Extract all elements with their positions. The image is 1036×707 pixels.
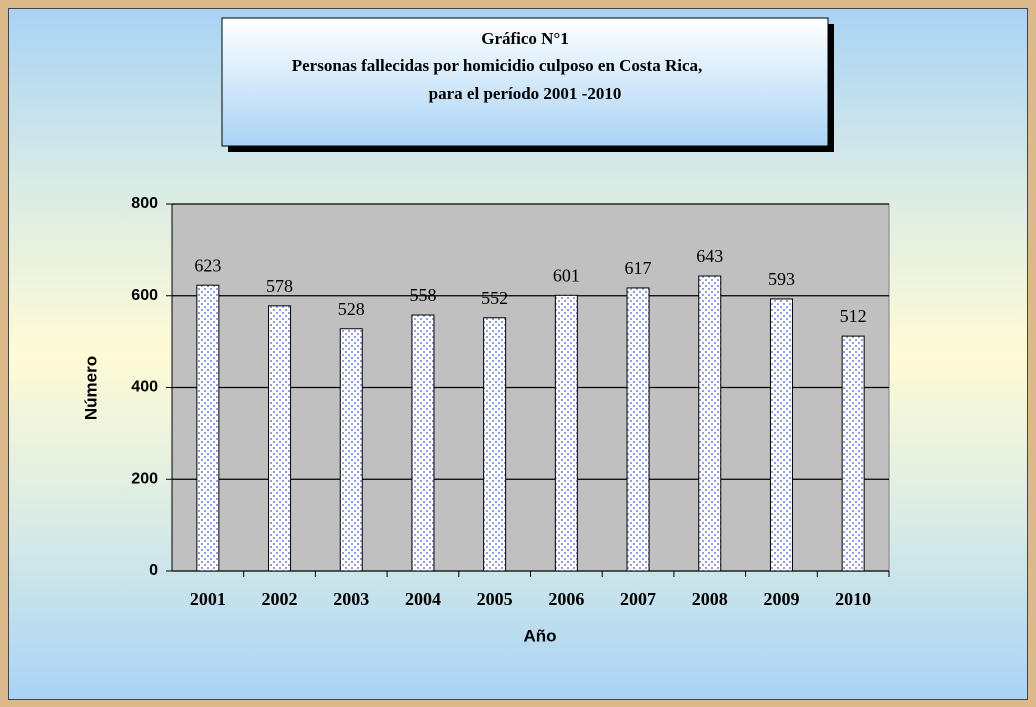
data-label: 558 xyxy=(409,285,436,305)
x-tick-label: 2001 xyxy=(190,589,226,609)
x-tick-label: 2007 xyxy=(620,589,656,609)
bar xyxy=(483,317,507,572)
bar xyxy=(411,314,435,572)
data-label: 601 xyxy=(553,265,580,285)
x-tick-label: 2004 xyxy=(405,589,441,609)
bar xyxy=(626,287,650,572)
bar xyxy=(196,284,220,572)
x-tick-label: 2010 xyxy=(835,589,871,609)
y-tick-label: 400 xyxy=(131,379,158,396)
y-axis-label: Número xyxy=(81,356,100,420)
x-axis-label: Año xyxy=(523,626,556,645)
chart-title: Personas fallecidas por homicidio culpos… xyxy=(292,56,703,75)
x-tick-label: 2006 xyxy=(548,589,584,609)
data-label: 512 xyxy=(840,306,867,326)
bar xyxy=(841,335,865,572)
x-tick-label: 2003 xyxy=(333,589,369,609)
y-tick-label: 800 xyxy=(131,195,158,212)
x-tick-label: 2009 xyxy=(763,589,799,609)
bar xyxy=(554,294,578,572)
data-label: 578 xyxy=(266,276,293,296)
bar xyxy=(769,298,793,572)
data-label: 552 xyxy=(481,288,508,308)
bar xyxy=(698,275,722,572)
data-label: 617 xyxy=(625,258,652,278)
y-tick-label: 200 xyxy=(131,470,158,487)
chart-title: Gráfico N°1 xyxy=(481,29,569,48)
x-tick-label: 2005 xyxy=(477,589,513,609)
data-label: 643 xyxy=(696,246,723,266)
title-box xyxy=(221,17,829,147)
bar xyxy=(268,305,292,572)
data-label: 623 xyxy=(194,255,221,275)
x-tick-label: 2002 xyxy=(262,589,298,609)
y-tick-label: 600 xyxy=(131,287,158,304)
bar xyxy=(339,328,363,572)
data-label: 593 xyxy=(768,269,795,289)
y-tick-label: 0 xyxy=(149,562,158,579)
data-label: 528 xyxy=(338,299,365,319)
chart-title: para el período 2001 -2010 xyxy=(429,84,622,103)
x-tick-label: 2008 xyxy=(692,589,728,609)
